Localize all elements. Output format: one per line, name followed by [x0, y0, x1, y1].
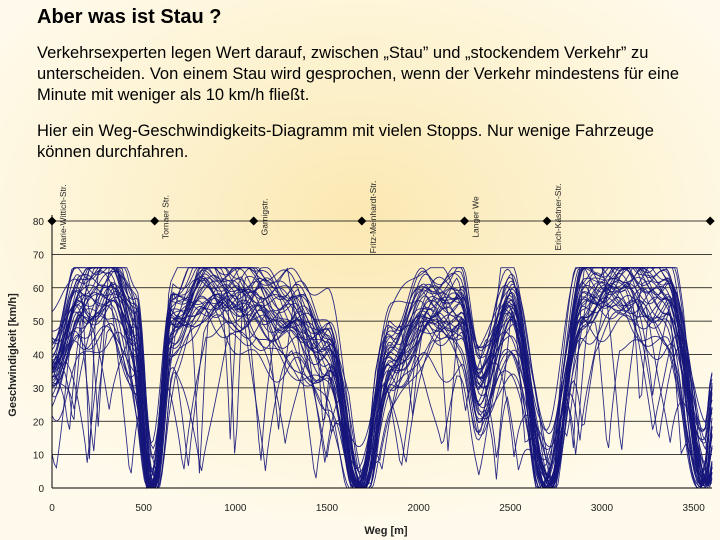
speed-trace	[51, 286, 713, 489]
speed-trace	[51, 267, 713, 489]
y-tick-label: 30	[33, 384, 45, 395]
x-axis-label: Weg [m]	[364, 525, 408, 537]
y-tick-label: 40	[33, 351, 45, 362]
stop-marker	[459, 216, 470, 226]
stop-label: Langer We	[471, 196, 481, 238]
x-tick-label: 0	[49, 503, 55, 514]
speed-trace	[51, 267, 713, 487]
stop-marker	[542, 216, 552, 226]
intro-paragraph: Verkehrsexperten legen Wert darauf, zwis…	[37, 44, 680, 104]
y-tick-label: 80	[33, 217, 45, 228]
stop-marker	[705, 216, 715, 226]
x-tick-label: 2500	[499, 503, 522, 514]
speed-trace	[51, 267, 713, 488]
stop-marker	[150, 216, 160, 226]
y-tick-label: 20	[33, 417, 45, 428]
x-tick-label: 2000	[408, 503, 431, 514]
stop-markers: Marie-Wittich-Str. Tornaer Str. Garnigstr.…	[47, 181, 715, 254]
stop-label: Erich-Kästner-Str.	[553, 183, 563, 250]
y-tick-label: 70	[33, 250, 45, 261]
y-tick-label: 60	[33, 284, 45, 295]
speed-trace	[51, 291, 713, 489]
stop-marker	[357, 216, 367, 226]
y-tick-label: 10	[33, 451, 45, 462]
y-tick-label: 50	[33, 317, 45, 328]
x-tick-label: 1500	[316, 503, 339, 514]
x-tick-label: 3000	[591, 503, 614, 514]
y-tick-label: 0	[38, 484, 44, 495]
diagram-description: Hier ein Weg-Geschwindigkeits-Diagramm m…	[37, 122, 654, 161]
x-tick-label: 3500	[683, 503, 706, 514]
speed-traces	[51, 267, 713, 490]
stop-label: Tornaer Str.	[161, 195, 171, 239]
x-tick-label: 500	[135, 503, 152, 514]
stop-marker	[249, 216, 259, 226]
stop-label: Marie-Wittich-Str.	[58, 184, 68, 249]
stop-label: Garnigstr.	[260, 199, 270, 236]
y-axis-label: Geschwindigkeit [km/h]	[7, 293, 19, 417]
speed-trace	[51, 267, 713, 489]
x-tick-label: 1000	[224, 503, 247, 514]
slide-title: Aber was ist Stau ?	[37, 6, 222, 28]
axes: 0 10 20 30 40 50 60 70 80 0 500 1000 1500 2000 2500 300…	[33, 215, 712, 514]
speed-trace	[51, 267, 713, 488]
stop-label: Fritz-Meinhardt-Str.	[368, 181, 378, 254]
speed-trace	[51, 301, 713, 489]
